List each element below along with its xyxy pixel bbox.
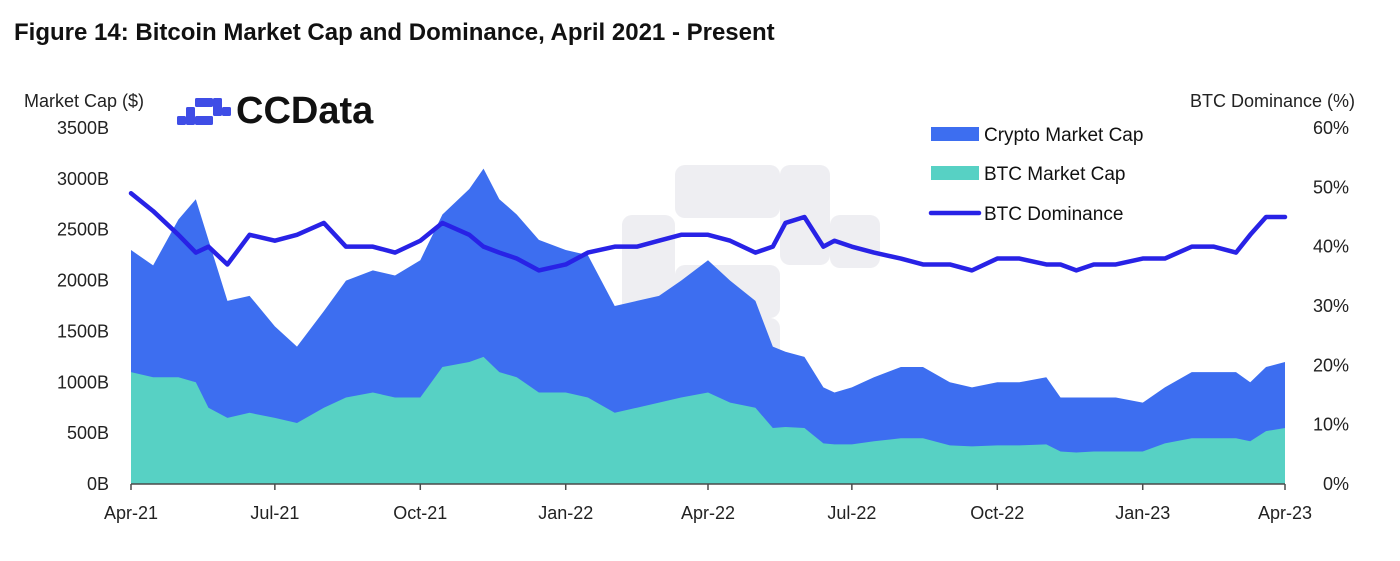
y-tick-label: 2500B [57,220,109,240]
brand-name: CCData [236,90,374,132]
x-tick-label: Apr-21 [104,503,158,523]
y-axis-label: Market Cap ($) [24,91,144,111]
legend-swatch [931,127,979,141]
legend-label: BTC Dominance [984,204,1123,225]
x-tick-label: Oct-22 [970,503,1024,523]
y2-tick-label: 60% [1313,118,1349,138]
brand-mark-block [195,98,213,107]
brand-mark-block [177,116,186,125]
y2-tick-label: 30% [1313,296,1349,316]
x-tick-label: Apr-22 [681,503,735,523]
legend-label: BTC Market Cap [984,164,1125,185]
y-tick-label: 3000B [57,169,109,189]
y2-axis-label: BTC Dominance (%) [1190,91,1355,111]
y-tick-label: 2000B [57,271,109,291]
y2-tick-label: 10% [1313,415,1349,435]
x-tick-label: Jul-22 [827,503,876,523]
y-tick-label: 1000B [57,372,109,392]
brand-mark-block [195,116,213,125]
x-tick-label: Jan-22 [538,503,593,523]
brand-mark-block [222,107,231,116]
brand-mark-block [186,107,195,125]
y2-tick-label: 50% [1313,177,1349,197]
y-tick-label: 1500B [57,321,109,341]
x-tick-label: Jul-21 [250,503,299,523]
x-tick-label: Oct-21 [393,503,447,523]
btc-market-cap-area [131,356,1285,484]
brand-mark-block [213,98,222,116]
y2-tick-label: 40% [1313,237,1349,257]
x-tick-label: Apr-23 [1258,503,1312,523]
watermark-block [830,215,880,268]
y-tick-label: 500B [67,423,109,443]
watermark-block [675,165,780,218]
y-tick-label: 3500B [57,118,109,138]
page-title: Figure 14: Bitcoin Market Cap and Domina… [14,19,775,46]
y-tick-label: 0B [87,474,109,494]
ccdata-logo-icon [177,98,231,125]
y2-tick-label: 20% [1313,355,1349,375]
brand-logo: CCData [177,90,374,132]
x-tick-label: Jan-23 [1115,503,1170,523]
y2-tick-label: 0% [1323,474,1349,494]
btc-dominance-line [128,191,1288,273]
legend-label: Crypto Market Cap [984,125,1143,146]
legend-swatch [931,166,979,180]
